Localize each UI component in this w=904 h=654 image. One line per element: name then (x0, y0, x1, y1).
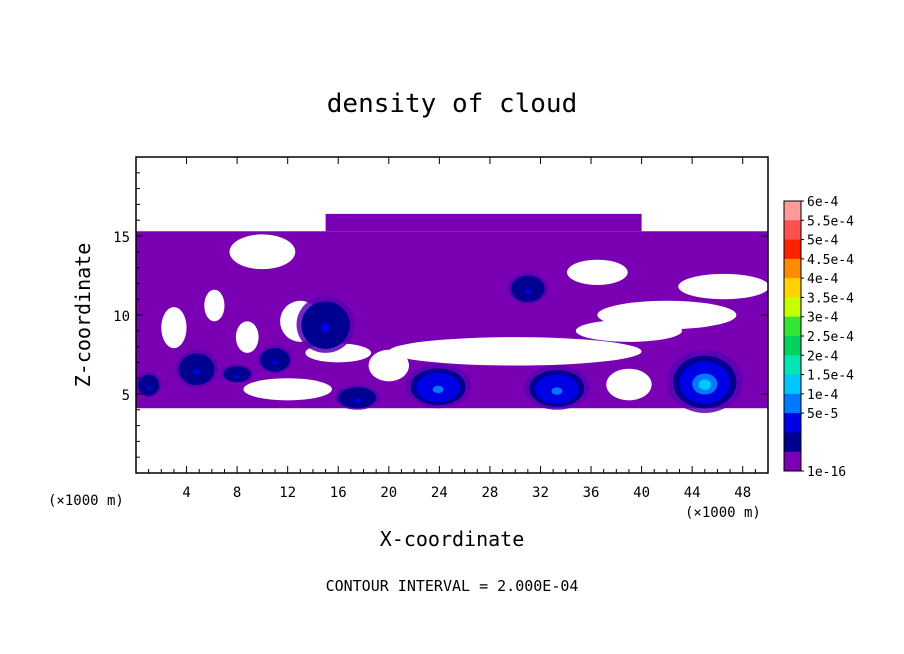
cloud-cell (296, 296, 355, 353)
colorbar-swatch (784, 374, 801, 395)
colorbar-swatch (784, 220, 801, 241)
clear-region (229, 234, 296, 270)
x-tick-label: 4 (182, 485, 190, 501)
clear-region (368, 349, 410, 382)
colorbar-swatch (784, 201, 801, 221)
y-tick-label: 10 (113, 309, 130, 325)
x-axis-label: X-coordinate (380, 527, 525, 551)
clear-region (597, 300, 737, 330)
colorbar-swatch (784, 316, 801, 337)
clear-region (388, 337, 642, 366)
cloud-cell (257, 345, 293, 374)
colorbar-swatch (784, 297, 801, 318)
cloud-top-extension (325, 213, 642, 232)
clear-region (204, 289, 225, 322)
clear-region (235, 321, 259, 353)
x-tick-label: 16 (330, 485, 347, 501)
cloud-cell (405, 363, 471, 409)
colorbar: 6e-4 5.5e-4 5e-4 4.5e-4 4e-4 3.5e-4 3e-4 2.5e-4… (783, 195, 854, 480)
cloud-cell (334, 384, 380, 410)
y-axis: 5 10 15 (113, 172, 768, 458)
colorbar-label: 4e-4 (807, 272, 838, 287)
y-axis-label: Z-coordinate (71, 243, 95, 388)
plot-area (136, 213, 768, 413)
colorbar-label: 2.5e-4 (807, 330, 854, 345)
colorbar-label: 3e-4 (807, 311, 838, 326)
cloud-cell (136, 371, 162, 398)
x-unit-label: (×1000 m) (685, 505, 761, 521)
x-tick-label: 8 (233, 485, 241, 501)
colorbar-label: 4.5e-4 (807, 253, 854, 268)
colorbar-label: 1.5e-4 (807, 369, 854, 384)
z-unit-label: (×1000 m) (48, 493, 124, 509)
colorbar-label: 5e-5 (807, 407, 838, 422)
cloud-cell (175, 349, 219, 388)
clear-region (161, 307, 187, 349)
colorbar-swatch (784, 451, 801, 472)
clear-region (567, 259, 628, 285)
x-tick-label: 20 (380, 485, 397, 501)
colorbar-label: 6e-4 (807, 195, 838, 210)
x-tick-label: 40 (633, 485, 650, 501)
chart-title: density of cloud (327, 89, 577, 119)
contour-interval-note: CONTOUR INTERVAL = 2.000E-04 (326, 577, 579, 595)
cloud-cell (507, 272, 549, 304)
y-tick-label: 15 (113, 230, 130, 246)
colorbar-swatch (784, 355, 801, 376)
x-tick-label: 28 (481, 485, 498, 501)
x-tick-label: 44 (684, 485, 701, 501)
colorbar-swatch (784, 413, 801, 433)
colorbar-swatch (784, 278, 801, 298)
colorbar-label: 2e-4 (807, 349, 838, 364)
colorbar-swatch (784, 432, 801, 453)
cloud-cell (524, 365, 590, 410)
x-tick-label: 12 (279, 485, 296, 501)
colorbar-swatch (784, 239, 801, 260)
colorbar-label: 1e-16 (807, 465, 846, 480)
colorbar-swatch (784, 393, 801, 414)
cloud-cell (220, 363, 254, 383)
colorbar-swatch (784, 336, 801, 356)
x-tick-label: 48 (734, 485, 751, 501)
cloud-cell (666, 349, 743, 413)
x-tick-label: 32 (532, 485, 549, 501)
x-axis: 4 8 12 16 20 24 28 32 36 40 44 48 (148, 157, 756, 501)
colorbar-label: 1e-4 (807, 388, 838, 403)
colorbar-label: 5e-4 (807, 234, 838, 249)
x-tick-label: 36 (583, 485, 600, 501)
x-tick-label: 24 (431, 485, 448, 501)
colorbar-swatch (784, 258, 801, 279)
clear-region (243, 378, 332, 401)
y-tick-label: 5 (122, 388, 130, 404)
colorbar-label: 5.5e-4 (807, 214, 854, 229)
clear-region (606, 368, 652, 401)
colorbar-label: 3.5e-4 (807, 291, 854, 306)
clear-region (678, 273, 768, 300)
